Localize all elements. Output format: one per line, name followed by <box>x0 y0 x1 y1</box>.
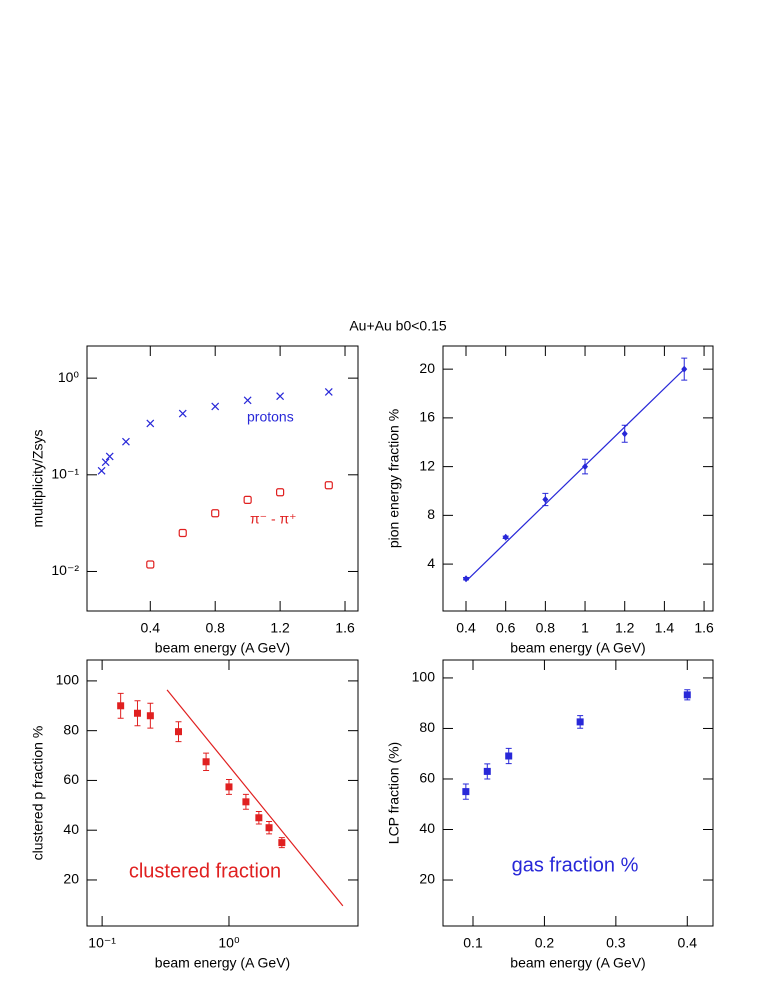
marker <box>178 409 187 418</box>
x-tick-label: 1.6 <box>335 620 355 636</box>
marker <box>97 466 106 475</box>
marker <box>202 758 210 766</box>
marker <box>105 452 114 461</box>
marker <box>211 509 220 518</box>
marker <box>265 824 273 832</box>
x-tick-label: 1.2 <box>615 620 635 636</box>
marker <box>146 419 155 428</box>
x-tick-label: 1.6 <box>694 620 714 636</box>
y-axis-label: pion energy fraction % <box>386 409 402 548</box>
plot-frame <box>86 659 359 927</box>
x-tick-label: 1.4 <box>655 620 675 636</box>
y-tick-label: 80 <box>63 721 79 737</box>
y-tick-label: 16 <box>419 409 435 425</box>
y-tick-label: 20 <box>419 871 435 887</box>
plot-frame <box>442 345 714 612</box>
x-tick-label: 0.2 <box>535 935 555 951</box>
y-tick-label: 40 <box>419 820 435 836</box>
marker <box>483 767 491 775</box>
y-tick-label: 100 <box>412 669 436 685</box>
marker <box>576 718 584 726</box>
y-axis-label: multiplicity/Zsys <box>30 429 46 527</box>
marker <box>133 709 141 717</box>
y-tick-label: 20 <box>63 871 79 887</box>
y-tick-label: 10⁻² <box>51 562 79 578</box>
marker <box>243 396 252 405</box>
x-tick-label: 0.4 <box>678 935 698 951</box>
marker <box>117 702 125 710</box>
series-label: π⁻ - π⁺ <box>250 511 297 527</box>
marker <box>683 691 691 699</box>
y-tick-label: 10⁰ <box>58 369 80 385</box>
annotation: clustered fraction <box>129 860 281 882</box>
marker <box>146 712 154 720</box>
marker <box>178 528 187 538</box>
x-tick-label: 0.8 <box>536 620 556 636</box>
y-tick-label: 20 <box>419 360 435 376</box>
marker <box>324 388 333 396</box>
x-tick-label: 1.2 <box>270 620 290 636</box>
plot-frame <box>442 659 714 927</box>
marker <box>276 488 285 497</box>
annotation: gas fraction % <box>512 854 639 876</box>
marker <box>101 458 110 467</box>
x-tick-label: 10⁰ <box>218 935 240 951</box>
marker <box>174 728 182 736</box>
plot-frame <box>86 345 359 612</box>
marker <box>276 392 285 401</box>
series-label: protons <box>247 409 294 425</box>
y-tick-label: 8 <box>427 506 435 522</box>
y-tick-label: 80 <box>419 719 435 735</box>
x-axis-label: beam energy (A GeV) <box>510 640 645 656</box>
marker <box>225 783 233 791</box>
marker <box>255 814 263 822</box>
y-tick-label: 100 <box>56 672 80 688</box>
marker <box>122 437 130 446</box>
x-tick-label: 0.4 <box>141 620 161 636</box>
x-tick-label: 0.3 <box>606 935 626 951</box>
x-axis-label: beam energy (A GeV) <box>510 955 645 971</box>
marker <box>211 402 220 411</box>
marker <box>542 496 549 504</box>
y-tick-label: 4 <box>427 555 435 571</box>
fit-line <box>465 368 685 582</box>
y-axis-label: LCP fraction (%) <box>386 742 402 844</box>
x-tick-label: 0.1 <box>463 935 483 951</box>
marker <box>505 752 513 760</box>
x-tick-label: 0.6 <box>496 620 516 636</box>
marker <box>502 533 509 541</box>
y-tick-label: 60 <box>419 770 435 786</box>
x-tick-label: 0.8 <box>205 620 225 636</box>
marker <box>243 495 252 505</box>
x-axis-label: beam energy (A GeV) <box>155 955 290 971</box>
marker <box>278 839 286 847</box>
marker <box>324 481 333 490</box>
marker <box>462 788 470 796</box>
y-tick-label: 60 <box>63 771 79 787</box>
y-tick-label: 40 <box>63 821 79 837</box>
marker <box>146 560 155 569</box>
y-tick-label: 10⁻¹ <box>51 466 79 482</box>
fit-line <box>166 689 344 907</box>
marker <box>242 798 250 806</box>
figure-title: Au+Au b0<0.15 <box>349 318 447 334</box>
x-tick-label: 0.4 <box>456 620 476 636</box>
x-tick-label: 1 <box>581 620 589 636</box>
y-axis-label: clustered p fraction % <box>30 726 46 861</box>
marker <box>621 430 628 438</box>
y-tick-label: 12 <box>419 457 435 473</box>
x-axis-label: beam energy (A GeV) <box>155 640 290 656</box>
x-tick-label: 10⁻¹ <box>88 935 116 951</box>
